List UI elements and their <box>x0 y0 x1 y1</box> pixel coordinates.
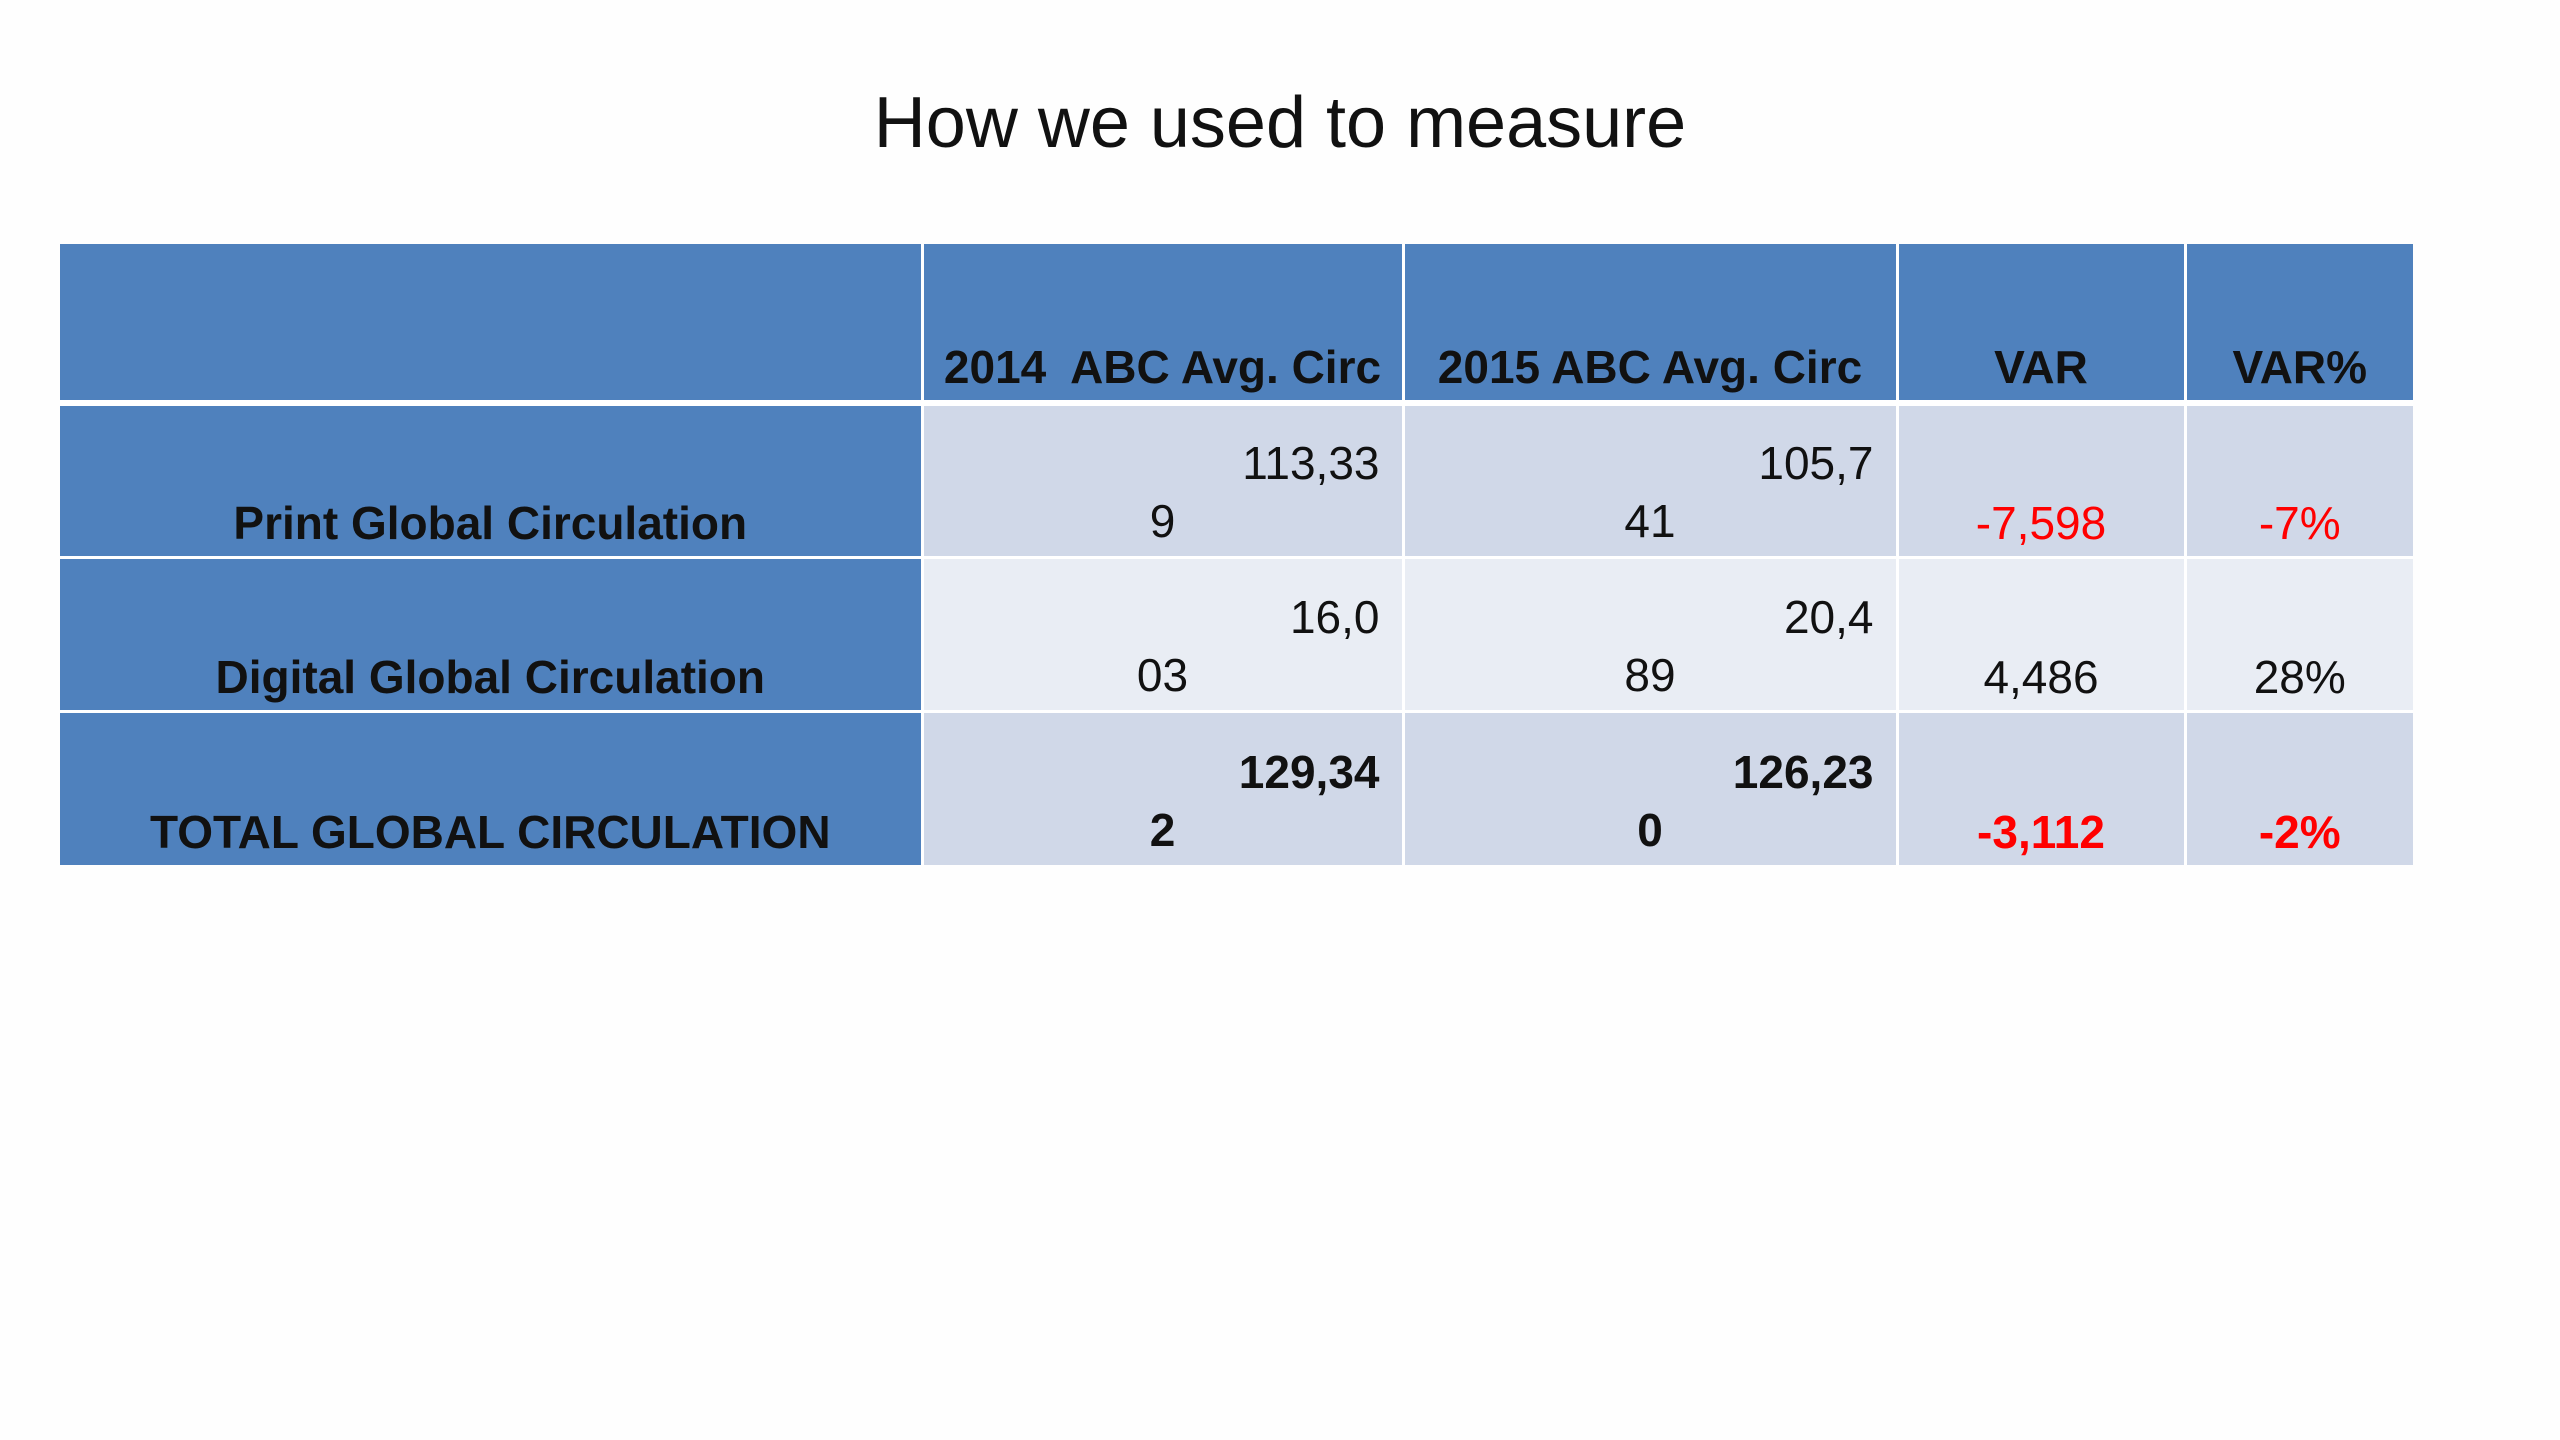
cell-print-2015: 105,7 41 <box>1403 403 1899 559</box>
cell-print-2014: 113,33 9 <box>922 403 1405 559</box>
cell-digital-2014: 16,0 03 <box>922 557 1405 713</box>
row-label-print: Print Global Circulation <box>60 403 924 559</box>
cell-digital-var-pct: 28% <box>2185 557 2413 713</box>
cell-digital-2015-bottom: 89 <box>1624 648 1676 701</box>
cell-total-2015: 126,23 0 <box>1403 711 1899 865</box>
cell-total-2014-bottom: 2 <box>1149 804 1176 856</box>
row-label-total: TOTAL GLOBAL CIRCULATION <box>60 711 924 865</box>
row-label-digital: Digital Global Circulation <box>60 557 924 713</box>
header-2015-avg-circ: 2015 ABC Avg. Circ <box>1403 244 1899 406</box>
cell-digital-var: 4,486 <box>1897 557 2187 713</box>
cell-print-var: -7,598 <box>1897 403 2187 559</box>
table-row-total: TOTAL GLOBAL CIRCULATION 129,34 2 126,23… <box>60 711 2413 865</box>
cell-total-2014: 129,34 2 <box>922 711 1405 865</box>
table-row-print: Print Global Circulation 113,33 9 105,7 … <box>60 403 2413 559</box>
table-row-digital: Digital Global Circulation 16,0 03 20,4 … <box>60 557 2413 713</box>
cell-total-2015-bottom: 0 <box>1637 804 1663 856</box>
header-corner <box>60 244 924 406</box>
cell-print-2015-bottom: 41 <box>1624 494 1676 547</box>
cell-digital-2015-top: 20,4 <box>1783 590 1874 643</box>
circulation-table: 2014 ABC Avg. Circ 2015 ABC Avg. Circ VA… <box>60 244 2413 865</box>
header-var: VAR <box>1897 244 2187 406</box>
cell-print-2014-top: 113,33 <box>1242 436 1380 489</box>
header-2014-avg-circ: 2014 ABC Avg. Circ <box>922 244 1405 406</box>
cell-digital-2014-top: 16,0 <box>1289 590 1380 643</box>
cell-total-2014-top: 129,34 <box>1238 746 1380 798</box>
cell-digital-2014-bottom: 03 <box>1136 648 1189 701</box>
cell-print-2014-bottom: 9 <box>1149 494 1176 547</box>
cell-print-var-pct: -7% <box>2185 403 2413 559</box>
slide-title: How we used to measure <box>873 83 1687 163</box>
cell-total-var-pct: -2% <box>2185 711 2413 865</box>
cell-digital-2015: 20,4 89 <box>1403 557 1899 713</box>
table-header-row: 2014 ABC Avg. Circ 2015 ABC Avg. Circ VA… <box>60 244 2413 406</box>
cell-print-2015-top: 105,7 <box>1758 436 1874 489</box>
cell-total-2015-top: 126,23 <box>1732 746 1874 798</box>
cell-total-var: -3,112 <box>1897 711 2187 865</box>
header-var-pct: VAR% <box>2185 244 2413 406</box>
